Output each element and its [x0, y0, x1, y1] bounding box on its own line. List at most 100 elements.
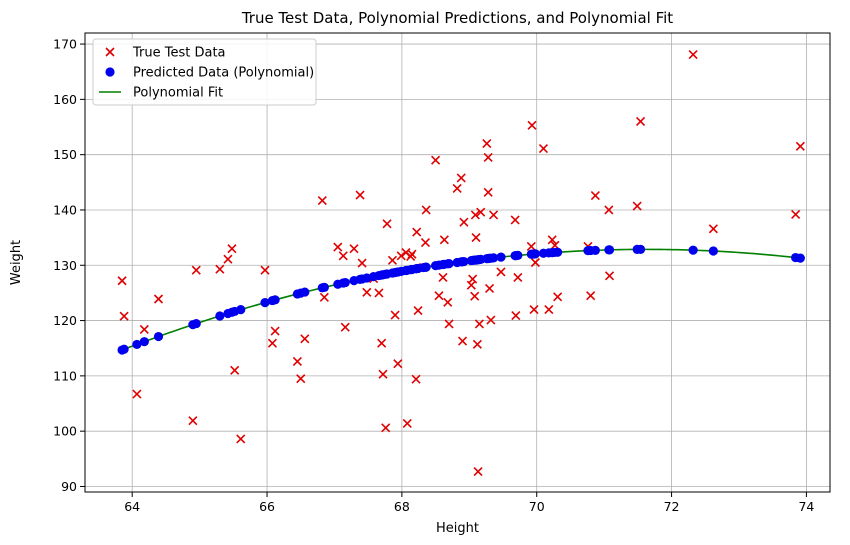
true-data-point — [791, 209, 801, 219]
true-data-point — [604, 271, 615, 281]
true-data-point — [483, 187, 493, 197]
true-data-point — [402, 418, 412, 428]
true-data-point — [538, 144, 549, 154]
true-data-point — [260, 265, 270, 275]
predicted-data-point — [553, 247, 563, 257]
x-tick-label: 74 — [798, 499, 814, 514]
predicted-data-point — [444, 259, 454, 269]
true-data-point — [443, 297, 453, 307]
predicted-data-point — [300, 287, 310, 297]
true-data-point — [117, 276, 127, 286]
true-data-point — [486, 315, 496, 325]
x-tick-label: 68 — [394, 499, 410, 514]
true-data-point — [632, 201, 642, 211]
true-data-point — [390, 310, 400, 320]
predicted-data-point — [119, 344, 129, 354]
true-data-point — [374, 288, 384, 298]
predicted-data-layer — [117, 244, 805, 355]
true-data-point — [300, 334, 310, 344]
y-tick-label: 90 — [61, 479, 77, 494]
true-data-point — [382, 219, 392, 229]
y-tick-label: 140 — [53, 202, 77, 217]
true-data-point — [473, 466, 483, 477]
true-data-point — [456, 173, 466, 183]
true-data-point — [319, 292, 329, 302]
predicted-data-point — [513, 250, 523, 261]
true-data-point — [132, 389, 142, 399]
true-data-point — [407, 249, 417, 259]
predicted-data-point — [215, 311, 225, 321]
true-data-point — [459, 217, 469, 227]
true-data-point — [476, 207, 486, 217]
true-data-point — [553, 292, 563, 302]
true-data-point — [529, 304, 539, 315]
x-tick-label: 66 — [259, 499, 275, 514]
true-data-point — [527, 120, 537, 130]
predicted-data-point — [496, 252, 506, 262]
y-tick-label: 100 — [53, 424, 77, 439]
y-tick-label: 150 — [53, 147, 77, 162]
x-axis-label: Height — [436, 521, 479, 536]
predicted-data-point — [635, 244, 646, 254]
true-data-point — [439, 235, 449, 245]
true-data-point — [378, 369, 388, 379]
y-axis-label: Weight — [9, 240, 24, 285]
true-data-point — [544, 304, 554, 315]
predicted-data-point — [153, 331, 164, 342]
true-data-point — [547, 235, 557, 245]
predicted-data-point — [590, 245, 600, 255]
true-data-point — [489, 210, 499, 220]
true-data-point — [188, 416, 198, 426]
legend-label-fit: Polynomial Fit — [133, 86, 223, 101]
true-data-point — [513, 272, 523, 282]
y-tick-label: 170 — [53, 37, 77, 52]
true-data-point — [444, 319, 454, 329]
predicted-data-point — [191, 318, 201, 329]
y-tick-label: 110 — [53, 368, 77, 383]
true-data-point — [438, 272, 448, 282]
chart-title: True Test Data, Polynomial Predictions, … — [241, 9, 673, 27]
true-data-point — [590, 191, 600, 201]
true-data-point — [292, 356, 302, 367]
true-data-point — [236, 434, 246, 444]
true-data-point — [223, 254, 233, 264]
predicted-data-point — [420, 262, 431, 272]
legend-box — [92, 38, 317, 106]
x-tick-label: 64 — [124, 499, 140, 514]
true-data-point — [317, 195, 327, 206]
true-data-point — [396, 251, 406, 261]
predicted-data-point — [139, 337, 149, 347]
predicted-data-point — [260, 298, 270, 308]
predicted-data-point — [459, 256, 469, 267]
predicted-data-point — [488, 253, 499, 263]
true-data-point — [496, 267, 506, 277]
y-tick-label: 120 — [53, 313, 77, 328]
predicted-data-point — [270, 295, 280, 305]
true-data-point — [511, 311, 521, 321]
true-data-point — [471, 233, 481, 243]
true-data-point — [474, 319, 484, 329]
predicted-data-point — [688, 245, 698, 255]
true-data-point — [468, 274, 478, 284]
true-data-point — [452, 183, 462, 193]
true-data-point — [153, 294, 164, 304]
legend-marker-predicted — [105, 67, 115, 77]
predicted-data-point — [708, 246, 718, 256]
true-data-point — [470, 210, 480, 220]
x-tick-label: 72 — [664, 499, 680, 514]
true-data-point — [393, 359, 403, 369]
true-data-point — [381, 423, 391, 433]
true-data-point — [139, 324, 149, 334]
predicted-data-point — [236, 305, 246, 315]
true-data-point — [586, 291, 596, 301]
true-data-point — [688, 50, 698, 60]
true-data-point — [296, 374, 306, 384]
true-data-point — [795, 141, 805, 151]
x-tick-label: 70 — [529, 499, 545, 514]
x-axis-ticks: 64 66 68 70 72 74 — [124, 492, 814, 514]
gridlines — [85, 33, 830, 492]
y-tick-label: 160 — [53, 92, 77, 107]
true-data-point — [230, 365, 240, 375]
true-data-point — [434, 291, 444, 301]
